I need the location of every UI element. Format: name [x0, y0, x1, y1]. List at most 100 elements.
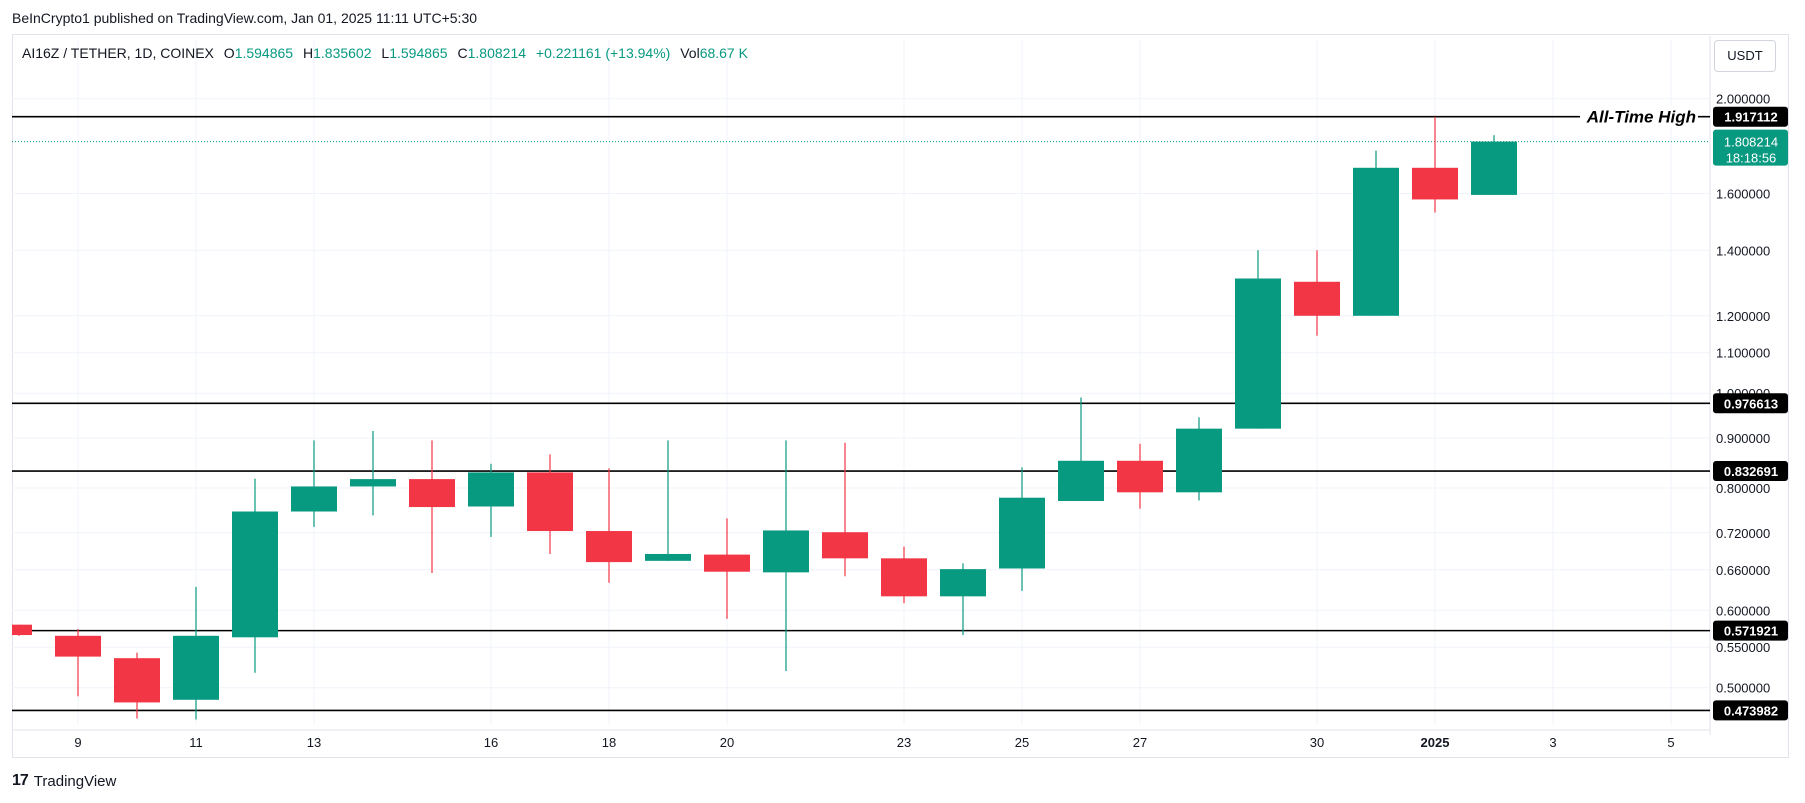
x-tick-label: 20 [720, 735, 734, 750]
last-price-label-bg [1713, 129, 1788, 166]
candle-body [940, 569, 986, 597]
y-tick-label: 0.900000 [1716, 431, 1770, 446]
y-tick-label: 1.100000 [1716, 346, 1770, 361]
tradingview-logo-icon: 17 [12, 772, 29, 789]
open-label: O [223, 45, 235, 61]
level-price-label-bg [1713, 700, 1788, 721]
candle [704, 518, 750, 619]
level-price-label: 0.473982 [1724, 703, 1778, 718]
candle-body [704, 554, 750, 572]
candle [1235, 250, 1281, 429]
candle-body [1235, 278, 1281, 429]
candle [1471, 135, 1517, 195]
x-tick-label: 3 [1549, 735, 1556, 750]
currency-button[interactable]: USDT [1714, 40, 1776, 72]
close-value: 1.808214 [467, 45, 527, 61]
candle [1117, 443, 1163, 509]
level-price-label-bg [1713, 393, 1788, 414]
y-tick-label: 1.600000 [1716, 187, 1770, 202]
candle [763, 440, 809, 672]
high-value: 1.835602 [313, 45, 372, 61]
y-tick-label: 0.800000 [1716, 481, 1770, 496]
candle-body [1353, 167, 1399, 316]
candle [881, 546, 927, 604]
symbol-title[interactable]: AI16Z / TETHER, 1D, COINEX [22, 45, 214, 61]
volume-value: 68.67 K [699, 45, 748, 61]
level-price-label-bg [1713, 620, 1788, 641]
levels-layer: All-Time High [12, 105, 1710, 712]
candle [350, 430, 396, 516]
tradingview-brand[interactable]: 17 TradingView [12, 772, 116, 790]
chart-frame [12, 34, 1789, 758]
low-value: 1.594865 [389, 45, 448, 61]
countdown-label: 18:18:56 [1726, 151, 1777, 166]
candle-body [55, 635, 101, 657]
x-tick-label: 5 [1667, 735, 1674, 750]
level-price-label: 0.832691 [1724, 464, 1778, 479]
y-tick-label: 0.660000 [1716, 563, 1770, 578]
candle-body [1412, 167, 1458, 200]
high-label: H [302, 45, 314, 61]
level-price-label-bg [1713, 106, 1788, 127]
y-tick-label: 0.550000 [1716, 640, 1770, 655]
level-price-label-bg [1713, 461, 1788, 482]
change-value: +0.221161 (+13.94%) [535, 45, 671, 61]
candle-body [527, 472, 573, 532]
candle [527, 454, 573, 554]
candles-layer [12, 116, 1517, 720]
annotation-bg [1580, 105, 1698, 128]
candle-body [645, 553, 691, 561]
y-tick-label: 0.600000 [1716, 603, 1770, 618]
x-tick-label: 2025 [1421, 735, 1450, 750]
candle-body [763, 530, 809, 573]
candle [1412, 116, 1458, 213]
candle [645, 440, 691, 561]
candle-body [1176, 428, 1222, 493]
ohlc-legend: AI16Z / TETHER, 1D, COINEX O1.594865 H1.… [22, 45, 748, 61]
level-price-label: 1.917112 [1724, 110, 1778, 125]
x-tick-label: 9 [74, 735, 81, 750]
candle [1058, 397, 1104, 501]
time-axis[interactable]: 9 11 13 16 18 20 23 25 27 30 2025 3 5 [74, 735, 1674, 750]
price-axis[interactable]: 2.000000 1.600000 1.400000 1.200000 1.100000… [1713, 92, 1788, 721]
y-tick-label: 0.500000 [1716, 681, 1770, 696]
candle [1176, 417, 1222, 501]
candle-body [1117, 460, 1163, 493]
candle [822, 442, 868, 577]
candle [232, 478, 278, 673]
candle [586, 468, 632, 583]
x-tick-label: 30 [1310, 735, 1324, 750]
candle [1294, 250, 1340, 336]
brand-name: TradingView [33, 772, 117, 790]
candle [1353, 150, 1399, 316]
candle-body [1294, 281, 1340, 316]
x-tick-label: 13 [307, 735, 321, 750]
candle-body [586, 531, 632, 563]
candle [12, 624, 32, 636]
candle [999, 467, 1045, 591]
candle-body [12, 624, 32, 636]
y-tick-label: 2.000000 [1716, 92, 1770, 107]
y-tick-label: 1.400000 [1716, 243, 1770, 258]
level-price-label: 0.571921 [1724, 624, 1778, 639]
candle-body [468, 472, 514, 507]
candle-body [409, 479, 455, 508]
y-tick-label: 1.200000 [1716, 309, 1770, 324]
candle [409, 440, 455, 574]
candle-body [114, 658, 160, 703]
close-label: C [457, 45, 468, 61]
candle-body [1471, 141, 1517, 195]
candle-body [232, 511, 278, 638]
candle-body [1058, 460, 1104, 501]
candle-body [822, 532, 868, 559]
x-tick-label: 16 [484, 735, 498, 750]
candle [55, 629, 101, 697]
x-tick-label: 11 [189, 735, 203, 750]
candle [173, 586, 219, 720]
candle-body [173, 635, 219, 700]
low-label: L [381, 45, 390, 61]
volume-label: Vol [680, 45, 700, 61]
level-annotation: All-Time High [1586, 108, 1696, 127]
x-tick-label: 18 [602, 735, 616, 750]
